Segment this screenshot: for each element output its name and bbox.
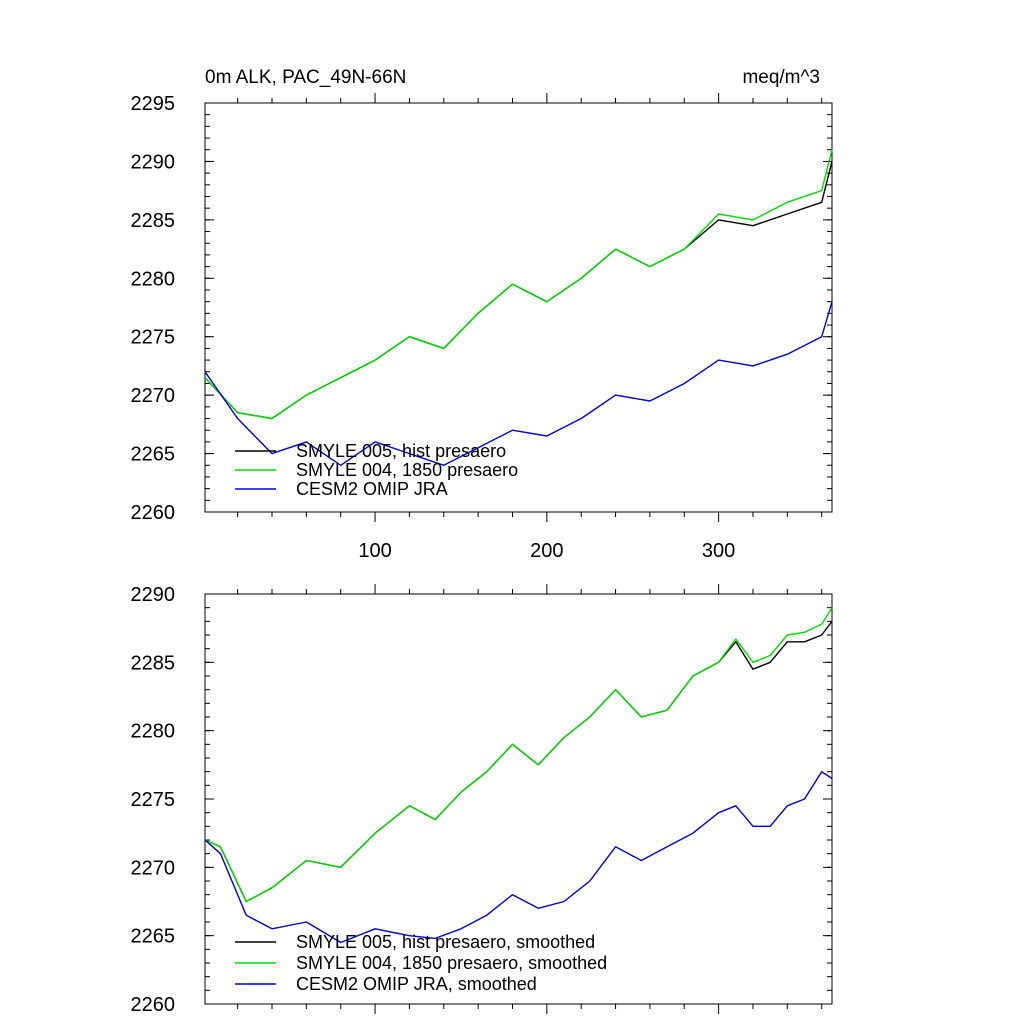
y-tick-label: 2275 [131,789,176,811]
y-tick-label: 2290 [131,584,176,606]
legend-label: SMYLE 004, 1850 presaero [296,460,518,480]
series-line-2 [204,607,833,903]
series-line-1 [204,161,833,420]
chart-title: 0m ALK, PAC_49N-66N [205,67,406,88]
y-tick-label: 2275 [131,327,176,349]
x-tick-label: 300 [702,540,735,562]
y-tick-label: 2295 [131,93,176,115]
y-tick-label: 2285 [131,210,176,232]
legend-label: SMYLE 005, hist presaero, smoothed [296,932,595,952]
legend-label: CESM2 OMIP JRA, smoothed [296,974,537,994]
y-tick-label: 2270 [131,385,176,407]
series-line-2 [204,149,833,420]
x-tick-label: 100 [358,540,391,562]
x-tick-label: 200 [530,540,563,562]
y-tick-label: 2260 [131,502,176,524]
bottom-panel-legend: SMYLE 005, hist presaero, smoothedSMYLE … [235,932,607,994]
top-panel-series [204,149,833,466]
y-tick-label: 2265 [131,926,176,948]
y-tick-label: 2270 [131,857,176,879]
y-tick-label: 2285 [131,652,176,674]
y-tick-label: 2260 [131,994,176,1016]
series-line-1 [204,620,833,903]
bottom-panel: 2260 2265 2270 2275 2280 2285 2290 SMYLE 005, … [131,584,833,1016]
bottom-panel-ticks: 2260 2265 2270 2275 2280 2285 2290 [131,584,832,1016]
legend-label: SMYLE 004, 1850 presaero, smoothed [296,953,607,973]
y-tick-label: 2290 [131,151,176,173]
legend-label: CESM2 OMIP JRA [296,479,448,499]
y-tick-label: 2265 [131,444,176,466]
legend-label: SMYLE 005, hist presaero [296,441,506,461]
top-panel-ticks: 2260 2265 2270 2275 2280 2285 2290 2295 100 200 30… [131,93,832,562]
y-tick-label: 2280 [131,268,176,290]
bottom-panel-series [204,607,833,944]
units-label: meq/m^3 [742,67,820,88]
series-line-3 [204,771,833,944]
y-tick-label: 2280 [131,721,176,743]
series-line-3 [204,301,833,466]
top-panel: 2260 2265 2270 2275 2280 2285 2290 2295 100 200 30… [131,93,833,562]
top-panel-frame [204,102,833,513]
